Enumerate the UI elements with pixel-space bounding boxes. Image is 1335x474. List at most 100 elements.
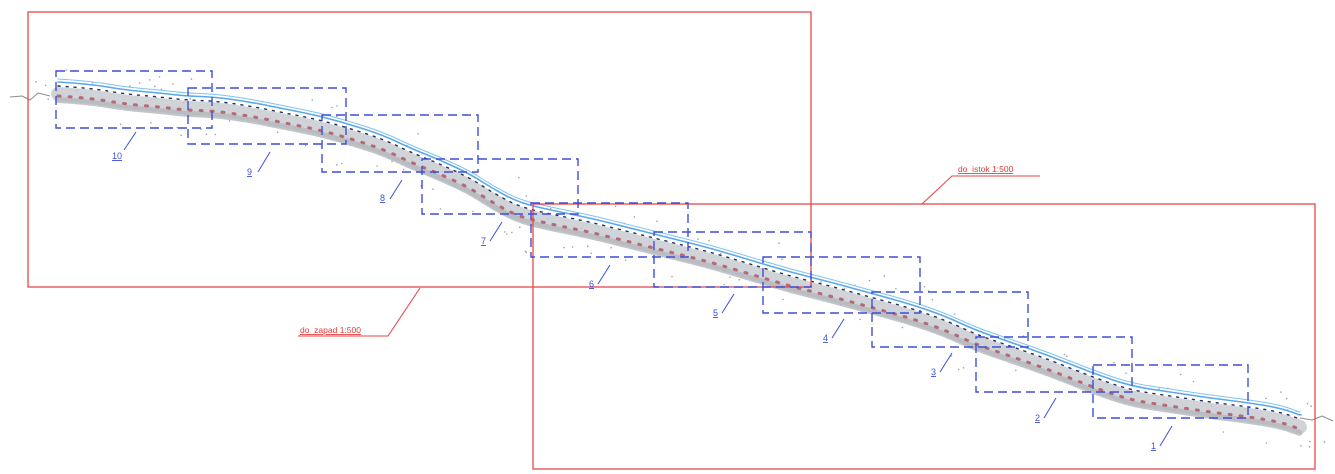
survey-point: [895, 288, 897, 290]
survey-point: [883, 275, 886, 277]
survey-point: [331, 106, 333, 109]
survey-point: [1158, 388, 1160, 390]
survey-point: [158, 76, 161, 78]
sheet-leader-3: [939, 352, 953, 373]
survey-point: [276, 131, 279, 133]
survey-point: [1265, 442, 1268, 444]
survey-point: [172, 83, 174, 85]
survey-point: [1066, 355, 1068, 358]
survey-point: [189, 97, 192, 100]
river-tail-west: [9, 92, 51, 101]
sheet-label-8: 8: [380, 193, 385, 203]
survey-point: [633, 216, 636, 218]
survey-point: [180, 134, 182, 137]
survey-point: [962, 367, 965, 369]
river-channel-edge: [57, 78, 1301, 413]
sheet-label-7: 7: [481, 236, 486, 246]
survey-point: [1063, 353, 1066, 356]
frame-zapad-leader: [298, 287, 421, 337]
survey-point: [586, 245, 589, 247]
survey-point: [336, 115, 338, 118]
survey-point: [614, 205, 617, 208]
sheet-outline-2: [975, 336, 1133, 393]
survey-point: [859, 318, 861, 321]
survey-point: [778, 242, 780, 244]
survey-point: [176, 126, 179, 129]
survey-point: [1306, 402, 1309, 405]
survey-point: [205, 133, 208, 136]
sheet-outline-3: [871, 291, 1029, 348]
river-bank-texture: [55, 97, 1303, 436]
survey-point: [1192, 380, 1195, 383]
survey-point: [148, 79, 151, 81]
sheet-outline-1: [1092, 364, 1249, 419]
survey-point: [1308, 446, 1311, 448]
survey-point: [190, 78, 193, 80]
survey-point: [624, 259, 627, 262]
river-bank-band: [51, 87, 1307, 434]
survey-point: [957, 368, 960, 371]
survey-point: [1180, 373, 1182, 376]
survey-point: [843, 287, 846, 290]
survey-point: [901, 326, 904, 329]
survey-point: [519, 226, 521, 228]
sheet-leader-1: [1159, 425, 1173, 447]
sheet-outline-7: [421, 158, 579, 215]
survey-point: [47, 98, 49, 100]
survey-point: [868, 279, 871, 282]
survey-point: [525, 251, 528, 254]
survey-point: [228, 120, 231, 122]
survey-point: [671, 275, 673, 278]
survey-point: [138, 82, 141, 84]
sheet-leader-2: [1043, 397, 1057, 419]
survey-point: [1280, 391, 1282, 393]
survey-point: [571, 246, 574, 248]
survey-point: [524, 250, 527, 253]
river-tail-east: [1299, 415, 1334, 422]
survey-point: [708, 239, 710, 242]
survey-point: [518, 176, 520, 179]
survey-point: [923, 286, 926, 288]
frame-istok-label: do_istok 1:500: [958, 164, 1014, 174]
survey-point: [1300, 413, 1302, 416]
survey-point: [44, 84, 47, 87]
survey-point: [1300, 445, 1302, 447]
survey-point: [1222, 431, 1225, 433]
survey-point: [119, 123, 122, 125]
sheet-leader-8: [389, 179, 403, 200]
river-channel: [57, 81, 1301, 416]
frame-zapad-label: do_zapad 1:500: [300, 325, 361, 335]
survey-point: [1113, 361, 1115, 364]
survey-point: [311, 99, 314, 101]
survey-point: [376, 165, 378, 167]
sheet-label-9: 9: [247, 167, 252, 177]
survey-point: [160, 88, 163, 91]
sheet-outline-10: [55, 70, 213, 129]
river-survey-detail: [56, 94, 1302, 431]
survey-point: [472, 210, 474, 213]
survey-point: [953, 313, 956, 315]
survey-point: [1310, 405, 1312, 408]
sheet-label-2: 2: [1035, 413, 1040, 423]
sheet-outline-4: [762, 256, 921, 314]
survey-point: [304, 144, 307, 147]
survey-point: [439, 208, 442, 210]
survey-point: [336, 105, 338, 107]
survey-point: [1015, 369, 1017, 372]
frame-zapad: [27, 11, 812, 288]
survey-point: [154, 85, 156, 88]
frame-istok-leader: [921, 175, 1040, 205]
sheet-leader-4: [831, 318, 845, 339]
survey-point: [610, 246, 612, 249]
survey-point: [729, 276, 731, 279]
sheet-label-4: 4: [823, 333, 828, 343]
survey-point: [738, 279, 740, 281]
survey-point: [1309, 440, 1311, 443]
survey-point: [65, 69, 68, 71]
survey-point: [563, 246, 565, 249]
survey-point: [1285, 397, 1288, 400]
survey-point: [511, 231, 513, 234]
survey-point: [1265, 397, 1267, 400]
survey-point: [214, 133, 216, 136]
sheet-outline-8: [321, 114, 479, 173]
